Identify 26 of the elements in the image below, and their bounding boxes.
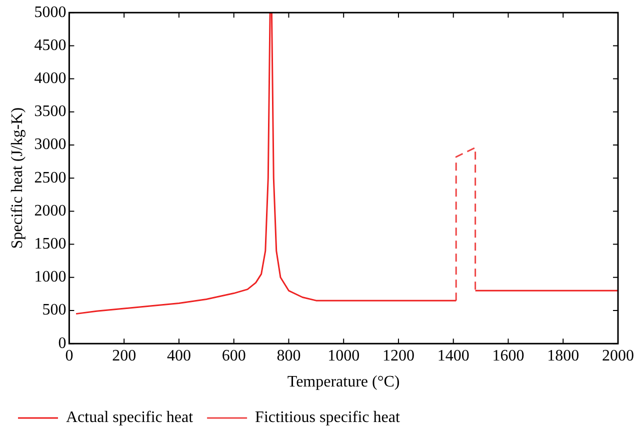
legend-label: Fictitious specific heat (255, 409, 400, 426)
y-tick-label: 0 (58, 334, 66, 352)
x-tick-label: 400 (166, 347, 191, 364)
y-tick-label: 2500 (34, 169, 66, 186)
x-tick-label: 1200 (382, 347, 414, 364)
y-tick-label: 1500 (34, 236, 66, 253)
x-tick-label: 2000 (602, 347, 634, 364)
line-series (455, 146, 476, 302)
y-tick-label: 1000 (34, 268, 66, 286)
y-tick-label: 3000 (34, 136, 66, 154)
x-tick-label: 1000 (328, 347, 360, 364)
y-tick-label: 2000 (34, 202, 66, 220)
x-axis-title: Temperature (°C) (287, 374, 400, 391)
x-tick-label: 200 (112, 347, 136, 364)
x-tick-label: 800 (276, 347, 301, 364)
x-tick-label: 600 (222, 347, 246, 364)
y-axis-title: Specific heat (J/kg-K) (8, 107, 26, 249)
y-tick-label: 3500 (34, 103, 66, 120)
x-tick-label: 1800 (547, 347, 580, 364)
y-tick-label: 5000 (34, 4, 66, 21)
y-tick-label: 4500 (34, 36, 66, 54)
x-tick-label: 1400 (437, 347, 470, 364)
y-tick-label: 500 (42, 302, 66, 319)
y-tick-label: 4000 (34, 70, 66, 88)
x-tick-label: 1600 (492, 347, 524, 364)
legend-label: Actual specific heat (66, 409, 194, 426)
